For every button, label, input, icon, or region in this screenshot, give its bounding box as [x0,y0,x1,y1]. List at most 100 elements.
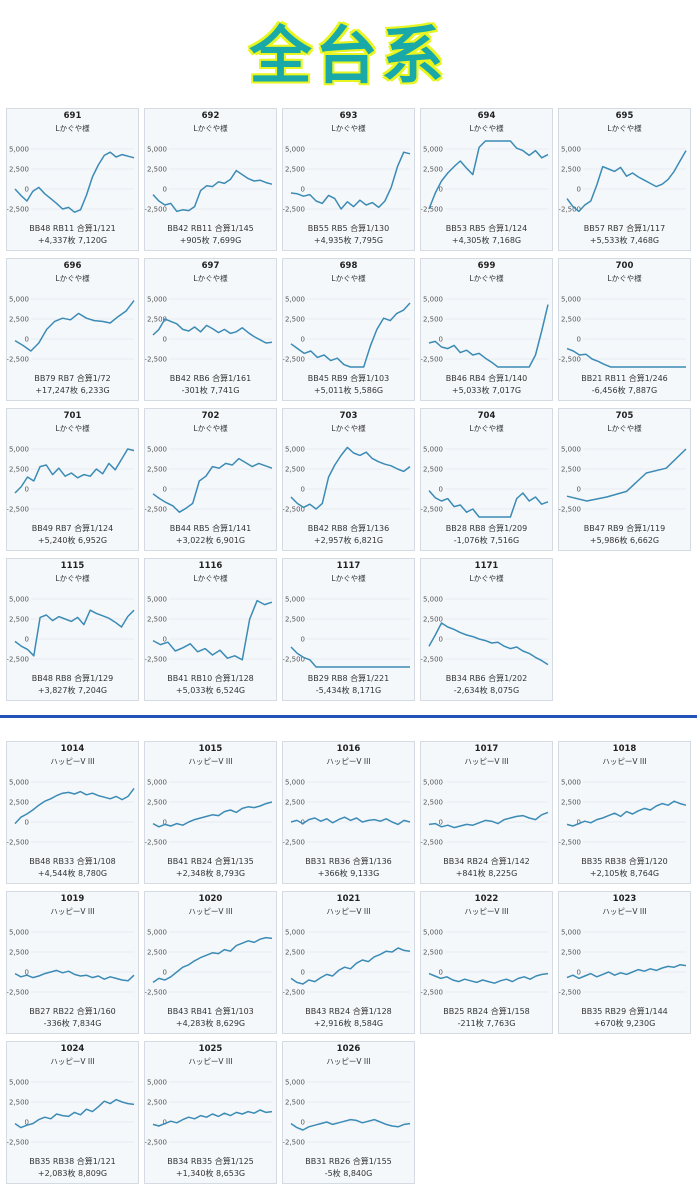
y-tick-label: 2,500 [561,799,581,807]
chart-subtitle: Lかぐや様 [193,274,228,283]
series-line [14,448,135,494]
stats-result-line: -1,076枚 7,516G [453,536,520,545]
stats-result-line: +2,105枚 8,764G [589,869,660,878]
chart-card-1117: 1117 Lかぐや様 5,000 2,500 0 -2,500 BB29 RB8 合算1/2… [282,558,415,701]
stats-bonus-line: BB53 RB5 合算1/124 [445,224,528,233]
series-line [566,347,686,368]
y-tick-label: -2,500 [421,206,443,214]
series-line [14,787,135,825]
chart-stats: BB53 RB5 合算1/124 +4,305枚 7,168G [421,223,552,247]
series-line [290,1118,411,1131]
stats-bonus-line: BB45 RB9 合算1/103 [307,374,390,383]
chart-title: 1025 [198,1044,223,1054]
chart-subtitle: Lかぐや様 [607,424,642,433]
y-tick-label: 2,500 [9,166,29,174]
y-tick-label: 0 [301,969,305,977]
y-tick-label: 2,500 [147,949,167,957]
stats-bonus-line: BB48 RB8 合算1/129 [31,674,114,683]
stats-bonus-line: BB42 RB8 合算1/136 [307,524,390,533]
line-chart: 5,000 2,500 0 -2,500 [145,296,273,364]
series-line [428,811,549,829]
stats-result-line: +5,011枚 5,586G [313,386,384,395]
stats-result-line: +5,240枚 6,952G [37,536,108,545]
chart-subtitle: ハッピーV III [188,1057,233,1066]
chart-stats: BB35 RB38 合算1/121 +2,083枚 8,809G [7,1156,138,1180]
chart-card-700: 700 Lかぐや様 5,000 2,500 0 -2,500 BB21 RB11 合算1/2… [558,258,691,401]
y-tick-label: -2,500 [145,356,167,364]
y-tick-label: 5,000 [285,296,305,304]
chart-card-701: 701 Lかぐや様 5,000 2,500 0 -2,500 BB49 RB7 合算1/12… [6,408,139,551]
chart-card-1116: 1116 Lかぐや様 5,000 2,500 0 -2,500 BB41 RB10 合算1/… [144,558,277,701]
chart-stats: BB41 RB10 合算1/128 +5,033枚 6,524G [145,673,276,697]
y-tick-label: 0 [439,636,443,644]
y-tick-label: 0 [577,819,581,827]
chart-title: 1117 [336,561,361,571]
stats-result-line: +366枚 9,133G [317,869,380,878]
y-tick-label: 2,500 [147,799,167,807]
series-line [14,609,135,657]
line-chart: 5,000 2,500 0 -2,500 [283,929,411,997]
y-tick-label: 0 [301,1119,305,1127]
y-tick-label: -2,500 [283,206,305,214]
stats-result-line: +5,033枚 6,524G [175,686,246,695]
stats-bonus-line: BB43 RB41 合算1/103 [167,1007,254,1016]
chart-subtitle: Lかぐや様 [331,124,366,133]
y-tick-label: 5,000 [147,596,167,604]
stats-bonus-line: BB35 RB38 合算1/121 [29,1157,116,1166]
chart-stats: BB34 RB24 合算1/142 +841枚 8,225G [421,856,552,880]
y-tick-label: 0 [577,486,581,494]
y-tick-label: -2,500 [145,839,167,847]
chart-stats: BB34 RB35 合算1/125 +1,340枚 8,653G [145,1156,276,1180]
line-chart: 5,000 2,500 0 -2,500 [145,146,273,214]
chart-title: 692 [201,111,220,121]
y-tick-label: -2,500 [421,356,443,364]
chart-card-703: 703 Lかぐや様 5,000 2,500 0 -2,500 BB42 RB8 合算1/13… [282,408,415,551]
chart-title: 704 [477,411,496,421]
y-tick-label: 2,500 [423,316,443,324]
chart-stats: BB34 RB6 合算1/202 -2,634枚 8,075G [421,673,552,697]
chart-title: 691 [63,111,82,121]
line-chart: 5,000 2,500 0 -2,500 [7,929,135,997]
y-tick-label: 5,000 [9,779,29,787]
chart-stats: BB42 RB11 合算1/145 +905枚 7,699G [145,223,276,247]
y-tick-label: 5,000 [561,146,581,154]
y-tick-label: 2,500 [147,616,167,624]
chart-stats: BB35 RB38 合算1/120 +2,105枚 8,764G [559,856,690,880]
line-chart: 5,000 2,500 0 -2,500 [559,929,687,997]
chart-subtitle: ハッピーV III [50,757,95,766]
y-tick-label: 5,000 [147,296,167,304]
stats-result-line: +3,022枚 6,901G [175,536,246,545]
y-tick-label: 5,000 [9,929,29,937]
y-tick-label: 5,000 [561,296,581,304]
chart-card-691: 691 Lかぐや様 5,000 2,500 0 -2,500 BB48 RB11 合算1/1… [6,108,139,251]
y-tick-label: -2,500 [7,839,29,847]
chart-title: 696 [63,261,82,271]
y-tick-label: 5,000 [9,146,29,154]
stats-bonus-line: BB57 RB7 合算1/117 [583,224,666,233]
chart-subtitle: ハッピーV III [50,907,95,916]
chart-title: 1015 [198,744,223,754]
line-chart: 5,000 2,500 0 -2,500 [283,596,410,668]
y-tick-label: 2,500 [147,1099,167,1107]
chart-card-702: 702 Lかぐや様 5,000 2,500 0 -2,500 BB44 RB5 合算1/14… [144,408,277,551]
y-tick-label: 0 [301,336,305,344]
chart-card-698: 698 Lかぐや様 5,000 2,500 0 -2,500 BB45 RB9 合算1/10… [282,258,415,401]
y-tick-label: 0 [577,186,581,194]
line-chart: 5,000 2,500 0 -2,500 [559,446,687,514]
line-chart: 5,000 2,500 0 -2,500 [421,296,549,368]
stats-result-line: +17,247枚 6,233G [35,386,110,395]
y-tick-label: 5,000 [285,1079,305,1087]
chart-card-1026: 1026 ハッピーV III 5,000 2,500 0 -2,500 BB31 RB26 … [282,1041,415,1184]
y-tick-label: 0 [439,486,443,494]
y-tick-label: 5,000 [147,1079,167,1087]
chart-subtitle: Lかぐや様 [469,124,504,133]
chart-card-1115: 1115 Lかぐや様 5,000 2,500 0 -2,500 BB48 RB8 合算1/1… [6,558,139,701]
line-chart: 5,000 2,500 0 -2,500 [421,140,549,214]
chart-stats: BB28 RB8 合算1/209 -1,076枚 7,516G [421,523,552,547]
chart-card-704: 704 Lかぐや様 5,000 2,500 0 -2,500 BB28 RB8 合算1/20… [420,408,553,551]
stats-result-line: -336枚 7,834G [43,1019,102,1028]
chart-card-695: 695 Lかぐや様 5,000 2,500 0 -2,500 BB57 RB7 合算1/11… [558,108,691,251]
chart-subtitle: Lかぐや様 [55,124,90,133]
series-line [152,318,273,344]
y-tick-label: 5,000 [561,446,581,454]
